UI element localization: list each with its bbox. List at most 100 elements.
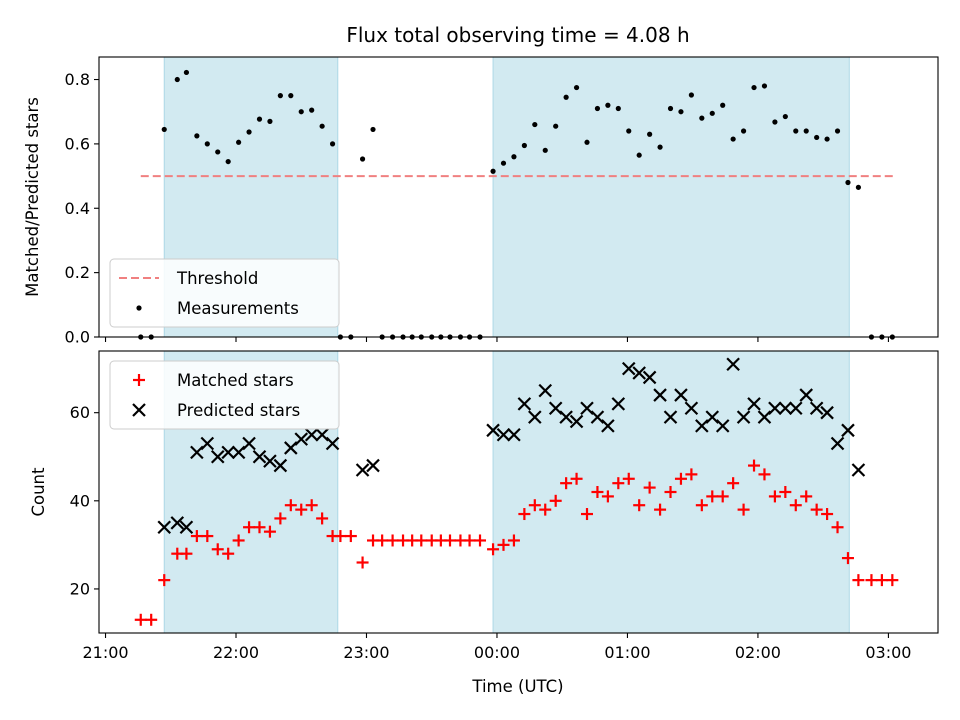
data-point — [601, 419, 615, 433]
data-point — [820, 405, 834, 420]
y-tick-label: 0.4 — [65, 199, 90, 218]
data-point — [685, 468, 698, 481]
data-point — [236, 139, 242, 145]
data-point — [757, 410, 772, 424]
legend-item: Measurements — [136, 299, 299, 318]
data-point — [716, 490, 729, 503]
data-point — [329, 141, 336, 147]
legend-swatch — [132, 403, 146, 417]
data-point — [243, 521, 256, 534]
data-point — [611, 397, 626, 411]
data-point — [288, 93, 294, 99]
data-point — [246, 129, 252, 135]
data-point — [605, 102, 611, 108]
data-point — [761, 83, 768, 89]
data-point — [267, 118, 273, 124]
data-point — [463, 534, 476, 547]
data-point — [376, 534, 389, 547]
plot-frame — [98, 350, 939, 634]
data-point — [134, 613, 147, 626]
series-matched-stars — [134, 459, 899, 626]
data-point — [539, 503, 552, 516]
data-point — [865, 574, 878, 587]
data-point — [521, 142, 527, 149]
legend-swatch — [136, 305, 142, 311]
data-point — [653, 388, 667, 402]
data-point — [319, 123, 325, 129]
data-point — [737, 503, 750, 516]
data-point — [211, 543, 224, 556]
x-tick-label: 23:00 — [343, 643, 389, 662]
data-point — [273, 458, 288, 473]
y-tick-label: 60 — [70, 403, 90, 422]
y-axis-label: Matched/Predicted stars — [23, 97, 42, 297]
y-tick-label: 0.0 — [65, 328, 90, 347]
data-point — [161, 126, 167, 133]
data-point — [830, 436, 845, 451]
data-point — [180, 547, 193, 560]
data-point — [179, 520, 194, 535]
data-point — [695, 419, 709, 433]
data-point — [263, 525, 276, 538]
data-point — [768, 401, 782, 416]
data-point — [730, 136, 736, 142]
data-point — [809, 401, 824, 416]
data-point — [706, 490, 719, 503]
x-tick-label: 03:00 — [865, 643, 911, 662]
data-point — [810, 503, 823, 516]
data-point — [573, 84, 580, 91]
data-point — [782, 113, 788, 120]
data-point — [356, 556, 369, 569]
data-point — [215, 149, 221, 155]
data-point — [800, 490, 813, 503]
data-point — [386, 534, 399, 547]
data-point — [284, 441, 298, 455]
data-point — [886, 574, 899, 587]
data-point — [183, 69, 190, 76]
data-point — [590, 410, 605, 424]
data-point — [875, 574, 888, 587]
data-point — [542, 147, 548, 153]
data-point — [654, 503, 667, 516]
y-tick-label: 0.2 — [65, 263, 90, 282]
data-point — [699, 115, 705, 121]
data-point — [799, 388, 813, 402]
data-point — [664, 486, 677, 498]
chart-title: Flux total observing time = 4.08 h — [346, 23, 689, 47]
data-point — [855, 184, 862, 190]
data-point — [252, 449, 267, 464]
data-point — [615, 105, 621, 112]
legend-swatch — [133, 374, 145, 386]
legend-label: Threshold — [176, 269, 258, 288]
data-point — [560, 477, 573, 490]
legend-item: Threshold — [119, 269, 258, 288]
data-point — [253, 521, 266, 534]
data-point — [688, 92, 694, 98]
data-point — [831, 521, 844, 534]
y-tick-label: 0.6 — [65, 134, 90, 153]
data-point — [772, 119, 778, 125]
data-point — [487, 543, 500, 556]
data-point — [355, 463, 370, 477]
data-point — [200, 436, 215, 451]
data-point — [594, 105, 601, 112]
data-point — [821, 508, 834, 521]
data-point — [490, 168, 496, 174]
data-point — [511, 154, 517, 160]
x-tick-label: 00:00 — [474, 643, 520, 662]
data-point — [507, 534, 520, 547]
plot-frame — [98, 56, 939, 338]
data-point — [824, 136, 830, 142]
data-point — [145, 613, 158, 626]
data-point — [779, 486, 792, 498]
data-point — [726, 357, 740, 371]
data-point — [736, 410, 751, 424]
data-point — [194, 133, 200, 139]
legend-box — [109, 360, 340, 430]
data-point — [443, 534, 456, 547]
data-point — [486, 423, 500, 438]
data-point — [581, 508, 594, 521]
data-point — [705, 410, 720, 424]
legend: Matched stars Predicted stars — [109, 360, 340, 430]
